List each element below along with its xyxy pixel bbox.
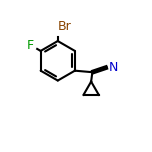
Text: Br: Br bbox=[58, 20, 71, 33]
Text: N: N bbox=[109, 60, 118, 74]
Text: F: F bbox=[27, 39, 34, 52]
